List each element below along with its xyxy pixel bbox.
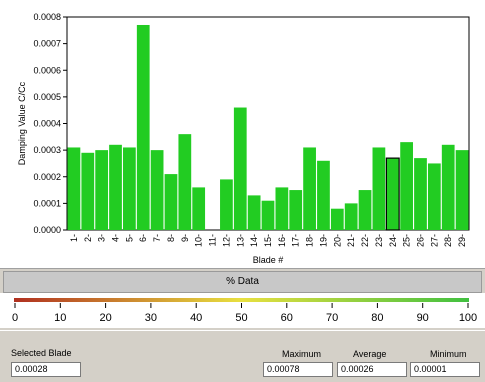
y-tick-label: 0.0008 [33, 12, 61, 22]
percent-tick-label: 20 [99, 312, 111, 324]
x-tick-label: 4- [111, 234, 121, 242]
percent-scale-ticks: 0 10 20 30 40 50 60 70 80 90 100 [12, 303, 477, 324]
percent-tick-label: 40 [190, 312, 202, 324]
x-tick-label: 22- [360, 234, 370, 247]
y-tick-label: 0.0004 [33, 119, 61, 129]
bar-blade-1[interactable] [67, 147, 81, 230]
x-tick-label: 16- [277, 234, 287, 247]
bar-blade-19[interactable] [317, 160, 330, 230]
bar-blade-27[interactable] [427, 163, 441, 230]
chart-bars [67, 24, 469, 231]
bar-blade-3[interactable] [95, 150, 109, 231]
percent-tick-label: 30 [145, 312, 157, 324]
bar-blade-28[interactable] [441, 144, 455, 230]
percent-tick-label: 90 [417, 312, 429, 324]
y-tick-label: 0.0002 [33, 172, 61, 182]
x-tick-label: 8- [166, 234, 176, 242]
bar-blade-21[interactable] [344, 203, 358, 231]
percent-tick-label: 10 [54, 312, 66, 324]
x-tick-label: 18- [305, 234, 315, 247]
y-tick-label: 0.0001 [33, 198, 61, 208]
bar-blade-13[interactable] [233, 107, 247, 230]
percent-data-scale: 0 10 20 30 40 50 60 70 80 90 100 [12, 298, 477, 324]
bar-blade-8[interactable] [164, 174, 178, 230]
x-tick-label: 15- [263, 234, 273, 247]
bar-blade-18[interactable] [303, 147, 316, 230]
bar-blade-24[interactable] [385, 157, 400, 231]
maximum-field[interactable]: 0.00078 [263, 362, 333, 377]
bar-blade-5[interactable] [123, 147, 136, 230]
percent-data-scale-panel: 0 10 20 30 40 50 60 70 80 90 100 [0, 293, 485, 328]
x-tick-label: 25- [402, 234, 412, 247]
percent-gradient-bar [14, 298, 469, 302]
bar-blade-6[interactable] [136, 24, 150, 230]
x-tick-label: 27- [429, 234, 439, 247]
chart-x-ticks: 1- 2- 3- 4- 5- 6- 7- 8- 9- 10- 11- 12- 13- 14- 15- 16- 1… [69, 234, 467, 247]
x-tick-label: 2- [83, 234, 93, 242]
minimum-field[interactable]: 0.00001 [410, 362, 480, 377]
average-label: Average [353, 349, 387, 359]
x-tick-label: 19- [318, 234, 328, 247]
x-tick-label: 3- [97, 234, 107, 242]
x-tick-label: 6- [138, 234, 148, 242]
x-tick-label: 29- [457, 234, 467, 247]
bar-blade-14[interactable] [247, 195, 261, 230]
x-tick-label: 28- [443, 234, 453, 247]
y-axis-label: Damping Value C/Cc [17, 81, 27, 165]
bar-blade-29[interactable] [455, 150, 469, 231]
x-tick-label: 13- [235, 234, 245, 247]
bar-blade-2[interactable] [81, 152, 95, 230]
y-tick-label: 0.0003 [33, 145, 61, 155]
damping-bar-chart: 0.0000 0.0001 0.0002 0.0003 0.0004 0.0005 0.00… [17, 12, 470, 265]
minimum-label: Minimum [430, 349, 467, 359]
bar-blade-20[interactable] [330, 208, 344, 230]
x-tick-label: 12- [221, 234, 231, 247]
bar-blade-26[interactable] [414, 158, 427, 230]
bar-blade-10[interactable] [192, 187, 206, 230]
bar-blade-23[interactable] [372, 147, 386, 230]
x-tick-label: 5- [124, 234, 134, 242]
percent-data-header: % Data [3, 271, 482, 293]
selected-blade-field[interactable]: 0.00028 [11, 362, 81, 377]
bar-blade-12[interactable] [220, 179, 233, 230]
bar-blade-9[interactable] [178, 134, 192, 230]
bar-blade-25[interactable] [400, 142, 413, 230]
x-tick-label: 21- [346, 234, 356, 247]
bar-blade-7[interactable] [150, 150, 164, 231]
percent-tick-label: 60 [281, 312, 293, 324]
percent-tick-label: 100 [459, 312, 477, 324]
selected-blade-label: Selected Blade [11, 348, 72, 358]
y-tick-label: 0.0007 [33, 39, 61, 49]
x-axis-label: Blade # [253, 255, 284, 265]
y-tick-label: 0.0000 [33, 225, 61, 235]
average-field[interactable]: 0.00026 [337, 362, 407, 377]
x-tick-label: 10- [194, 234, 204, 247]
percent-tick-label: 70 [326, 312, 338, 324]
y-tick-label: 0.0005 [33, 92, 61, 102]
statistics-panel: Selected Blade 0.00028 Maximum 0.00078 A… [0, 330, 485, 382]
percent-tick-label: 0 [12, 312, 18, 324]
bar-blade-15[interactable] [261, 200, 275, 230]
chart-y-ticks: 0.0000 0.0001 0.0002 0.0003 0.0004 0.0005 0.00… [33, 12, 67, 235]
x-tick-label: 24- [388, 234, 398, 247]
bar-blade-17[interactable] [289, 190, 303, 230]
x-tick-label: 26- [415, 234, 425, 247]
x-tick-label: 17- [291, 234, 301, 247]
x-tick-label: 20- [332, 234, 342, 247]
x-tick-label: 1- [69, 234, 79, 242]
bar-blade-16[interactable] [275, 187, 289, 230]
bar-blade-22[interactable] [358, 190, 372, 230]
bar-blade-4[interactable] [109, 144, 122, 230]
x-tick-label: 23- [374, 234, 384, 247]
x-tick-label: 11- [208, 234, 218, 246]
x-tick-label: 9- [180, 234, 190, 242]
maximum-label: Maximum [282, 349, 322, 359]
damping-chart-panel: 0.0000 0.0001 0.0002 0.0003 0.0004 0.0005 0.00… [0, 0, 485, 269]
percent-tick-label: 80 [371, 312, 383, 324]
y-tick-label: 0.0006 [33, 65, 61, 75]
x-tick-label: 7- [152, 234, 162, 242]
x-tick-label: 14- [249, 234, 259, 247]
percent-tick-label: 50 [235, 312, 247, 324]
